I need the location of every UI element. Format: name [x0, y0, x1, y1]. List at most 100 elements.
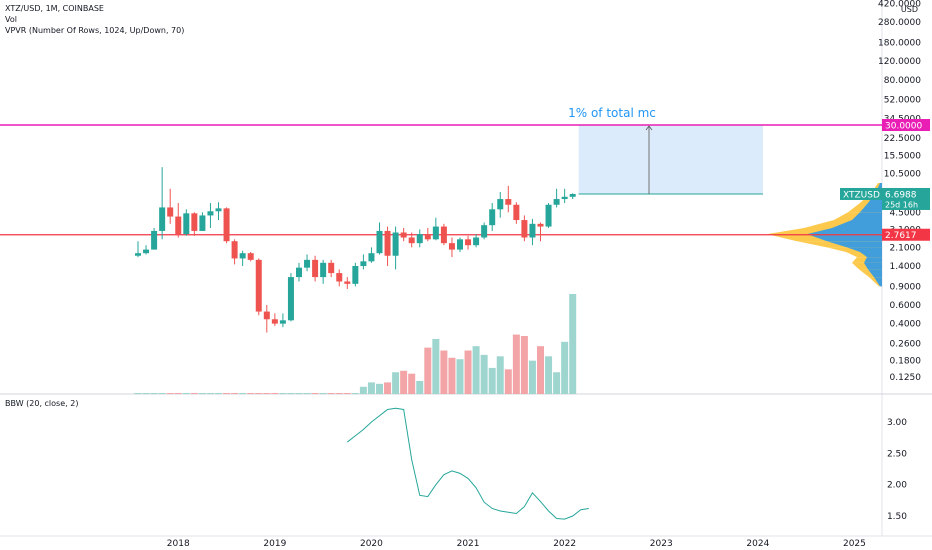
volume-bar	[561, 341, 569, 394]
candle-body	[143, 249, 150, 254]
candle-body	[231, 241, 238, 259]
vpvr-up-segment	[807, 234, 882, 242]
candle-body	[553, 199, 560, 205]
candle-body	[545, 204, 552, 227]
volume-bar	[182, 393, 190, 394]
candle-body	[376, 230, 383, 254]
projection-box	[578, 125, 763, 194]
volume-bar	[255, 393, 263, 394]
volume-bar	[279, 393, 287, 394]
volume-bar	[456, 359, 464, 394]
candle-body	[392, 232, 399, 256]
volume-bar	[295, 393, 303, 394]
price-tick-label: 0.6000	[890, 301, 922, 311]
annotation-text: 1% of total mc	[568, 106, 656, 120]
time-tick-label: 2021	[457, 539, 480, 549]
volume-bar	[424, 347, 432, 394]
volume-bar	[190, 393, 198, 394]
candle-body	[263, 311, 270, 320]
volume-bar	[239, 393, 247, 394]
volume-bar	[537, 346, 544, 394]
volume-bar	[512, 334, 520, 394]
candle-body	[569, 193, 576, 197]
volume-bar	[319, 393, 327, 394]
vpvr-up-segment	[864, 257, 882, 263]
volume-bar	[376, 383, 383, 394]
volume-bar	[520, 336, 528, 394]
vpvr-up-segment	[860, 251, 882, 258]
volume-bar	[488, 367, 496, 394]
support-badge: 2.7617	[885, 231, 917, 241]
price-tick-label: 80.0000	[884, 76, 921, 86]
candle-body	[489, 209, 496, 226]
volume-bar	[303, 393, 311, 394]
time-tick-label: 2024	[746, 539, 769, 549]
countdown-badge: 25d 16h	[885, 200, 918, 209]
candle-body	[537, 223, 544, 227]
candle-body	[279, 320, 286, 324]
candle-body	[159, 207, 166, 231]
volume-bar	[553, 372, 561, 394]
candle-body	[561, 196, 568, 200]
bbw-label[interactable]: BBW (20, close, 2)	[5, 399, 79, 408]
volume-bar	[545, 356, 553, 394]
volume-bar	[150, 393, 158, 394]
vpvr-up-segment	[860, 203, 882, 213]
volume-bar	[480, 354, 488, 394]
vpvr-up-segment	[874, 277, 882, 287]
volume-bar	[408, 373, 416, 394]
price-tick-label: 120.0000	[878, 57, 921, 67]
candle-body	[223, 208, 230, 242]
vpvr-label[interactable]: VPVR (Number Of Rows, 1024, Up/Down, 70)	[5, 26, 185, 35]
candle-body	[199, 215, 206, 231]
price-tick-label: 1.4000	[890, 262, 922, 272]
candle-body	[416, 234, 423, 244]
volume-bar	[472, 346, 480, 394]
candle-body	[344, 281, 351, 284]
candle-body	[465, 239, 472, 246]
price-tick-label: 0.9000	[890, 282, 922, 292]
candle-body	[368, 253, 375, 262]
bbw-tick-label: 3.00	[887, 418, 907, 428]
candle-body	[505, 199, 512, 205]
time-tick-label: 2019	[263, 539, 286, 549]
candle-body	[167, 207, 174, 217]
volume-bar	[142, 393, 150, 394]
volume-bar	[158, 393, 166, 394]
volume-bar	[359, 386, 367, 394]
volume-bar	[432, 338, 440, 394]
volume-bar	[351, 393, 359, 394]
volume-bar	[263, 393, 271, 394]
resistance-badge-bg	[882, 119, 930, 131]
symbol-title[interactable]: XTZ/USD, 1M, COINBASE	[5, 4, 104, 13]
bbw-tick-label: 1.50	[887, 512, 907, 522]
candle-body	[408, 237, 415, 244]
candle-body	[440, 226, 447, 244]
volume-bar	[448, 357, 456, 394]
candle-body	[432, 226, 439, 240]
currency-label: USD	[901, 5, 918, 14]
bbw-tick-label: 2.50	[887, 449, 907, 459]
candle-body	[175, 216, 182, 235]
time-tick-label: 2022	[553, 539, 576, 549]
price-tick-label: 2.1000	[890, 243, 922, 253]
volume-bar	[247, 393, 255, 394]
volume-bar	[496, 356, 504, 394]
candle-body	[271, 319, 278, 324]
volume-bar	[392, 372, 400, 394]
candle-body	[135, 253, 141, 256]
candle-body	[513, 204, 520, 221]
candle-body	[320, 262, 327, 278]
last-price-badge: 6.6988	[885, 190, 917, 200]
candle-body	[207, 211, 214, 216]
candle-body	[336, 273, 343, 282]
vol-label[interactable]: Vol	[5, 15, 17, 24]
volume-bar	[134, 393, 142, 394]
price-tick-label: 280.0000	[878, 18, 921, 28]
price-tick-label: 22.5000	[884, 134, 921, 144]
volume-bar	[198, 393, 206, 394]
projection-arrow-head	[645, 125, 653, 131]
time-tick-label: 2020	[360, 539, 383, 549]
volume-bar	[367, 382, 375, 394]
